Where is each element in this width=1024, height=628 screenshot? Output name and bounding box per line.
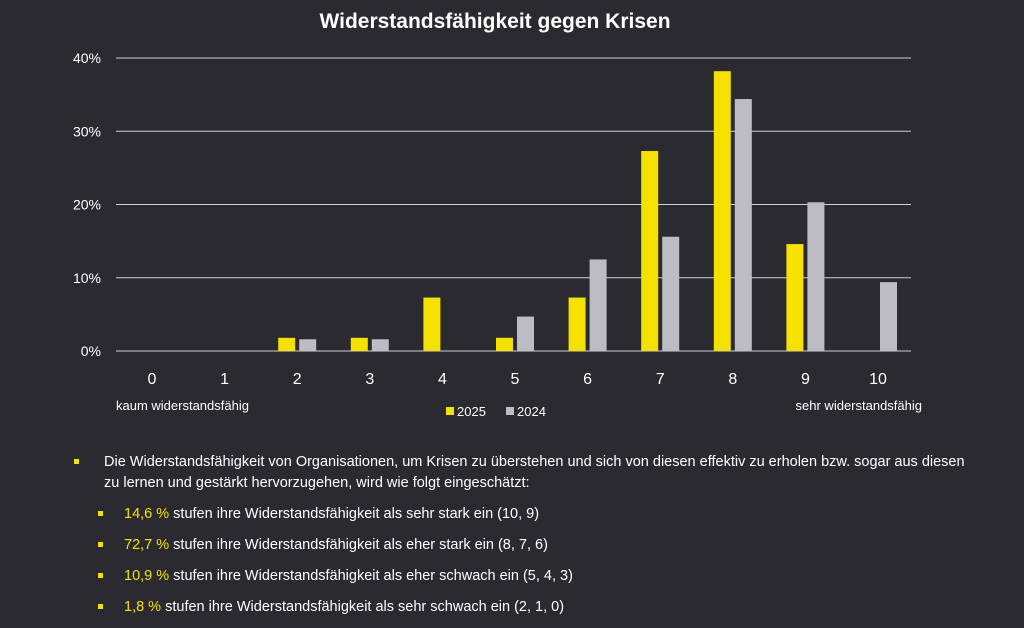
x-tick-label: 8 xyxy=(728,371,737,388)
x-tick-label: 4 xyxy=(438,371,447,388)
bar-2024 xyxy=(299,339,317,351)
y-tick-label: 30% xyxy=(73,123,101,139)
bullet-item-value: 14,6 % xyxy=(124,506,170,522)
bar-2025 xyxy=(568,297,586,351)
bullet-item-text: stufen ihre Widerstandsfähigkeit als ehe… xyxy=(169,537,548,553)
bullet-item: 72,7 % stufen ihre Widerstandsfähigkeit … xyxy=(72,535,972,556)
legend-label: 2024 xyxy=(517,404,546,419)
bar-2025 xyxy=(423,297,441,351)
bullet-item-text: stufen ihre Widerstandsfähigkeit als seh… xyxy=(169,506,540,522)
x-tick-label: 2 xyxy=(293,371,302,388)
bullet-intro: Die Widerstandsfähigkeit von Organisatio… xyxy=(72,452,972,494)
bullet-list: Die Widerstandsfähigkeit von Organisatio… xyxy=(72,452,972,628)
legend-swatch-2025 xyxy=(446,407,454,415)
bar-2025 xyxy=(786,244,804,351)
bar-2025 xyxy=(350,337,368,351)
bar-2024 xyxy=(880,282,897,351)
x-axis-left-label: kaum widerstandsfähig xyxy=(116,398,249,413)
bar-2024 xyxy=(371,339,389,351)
x-tick-label: 10 xyxy=(869,371,887,388)
bullet-intro-text: Die Widerstandsfähigkeit von Organisatio… xyxy=(104,454,965,491)
x-tick-label: 7 xyxy=(656,371,665,388)
bullet-square-icon xyxy=(74,459,79,464)
bar-2024 xyxy=(517,316,534,351)
x-tick-label: 5 xyxy=(511,371,520,388)
bar-2024 xyxy=(662,236,680,351)
bar-2024 xyxy=(734,99,752,352)
bullet-square-icon xyxy=(98,542,103,547)
y-tick-label: 0% xyxy=(81,343,101,359)
x-tick-label: 3 xyxy=(365,371,374,388)
bar-2024 xyxy=(807,202,825,351)
y-tick-label: 40% xyxy=(73,50,101,66)
bullet-square-icon xyxy=(98,573,103,578)
bar-2024 xyxy=(589,259,607,351)
bar-2025 xyxy=(496,337,513,351)
x-tick-label: 0 xyxy=(148,371,157,388)
chart-title: Widerstandsfähigkeit gegen Krisen xyxy=(319,10,671,33)
bullet-item-text: stufen ihre Widerstandsfähigkeit als seh… xyxy=(161,599,565,615)
x-tick-label: 6 xyxy=(583,371,592,388)
bar-chart: 0% 10% 20% 30% 40% 0 1 2 3 4 5 6 7 8 9 10 kaum widerstan… xyxy=(73,50,922,419)
legend-label: 2025 xyxy=(457,404,486,419)
bar-2025 xyxy=(713,71,731,351)
x-tick-label: 9 xyxy=(801,371,810,388)
legend-swatch-2024 xyxy=(506,407,514,415)
bullet-item-value: 10,9 % xyxy=(124,568,170,584)
bullet-square-icon xyxy=(98,511,103,516)
bar-2025 xyxy=(641,151,659,351)
bar-2025 xyxy=(278,337,296,351)
bullet-item-value: 1,8 % xyxy=(124,599,162,615)
y-tick-label: 10% xyxy=(73,270,101,286)
bullet-item: 14,6 % stufen ihre Widerstandsfähigkeit … xyxy=(72,504,972,525)
bullet-item-text: stufen ihre Widerstandsfähigkeit als ehe… xyxy=(169,568,573,584)
bullet-item-value: 72,7 % xyxy=(124,537,170,553)
bullet-square-icon xyxy=(98,604,103,609)
x-tick-label: 1 xyxy=(220,371,229,388)
bullet-item: 10,9 % stufen ihre Widerstandsfähigkeit … xyxy=(72,566,972,587)
bullet-item: 1,8 % stufen ihre Widerstandsfähigkeit a… xyxy=(72,597,972,618)
x-axis-right-label: sehr widerstandsfähig xyxy=(796,398,922,413)
y-tick-label: 20% xyxy=(73,197,101,213)
